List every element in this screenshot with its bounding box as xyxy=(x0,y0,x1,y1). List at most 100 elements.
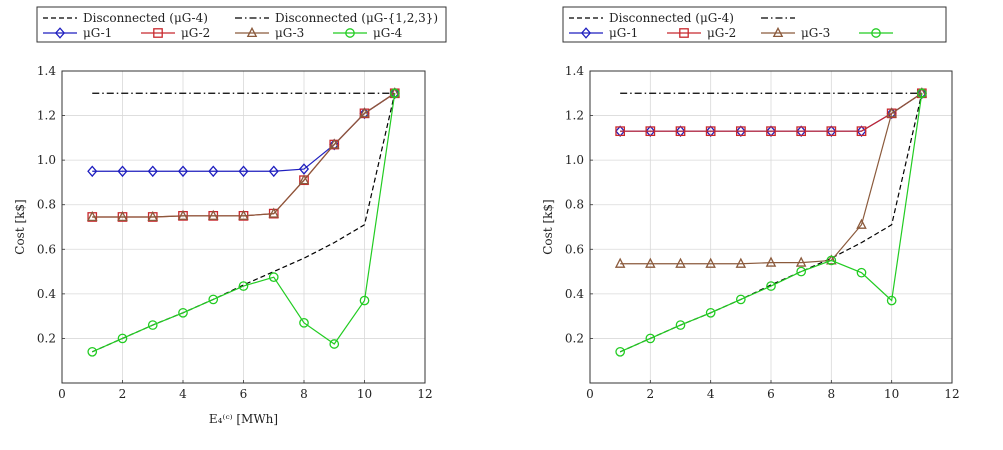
data-point-triangle xyxy=(177,209,189,220)
data-point-circle xyxy=(87,346,98,357)
data-point-circle xyxy=(766,281,776,291)
data-point-triangle xyxy=(826,254,837,265)
x-tick-label: 8 xyxy=(828,387,836,401)
series-5 xyxy=(86,87,401,222)
data-point-square xyxy=(645,126,656,137)
legend-label: μG-2 xyxy=(181,26,210,40)
legend-box xyxy=(36,6,447,43)
x-axis-label: E₄⁽ᶜ⁾ [MWh] xyxy=(209,412,278,426)
data-point-square xyxy=(856,126,867,137)
legend-marker-circle xyxy=(345,28,355,38)
data-point-circle xyxy=(178,307,188,318)
data-point-square xyxy=(826,126,837,137)
legend-label: Disconnected (μG-{1,2,3}) xyxy=(275,11,438,25)
y-axis-label: Cost [k$] xyxy=(13,199,27,254)
y-tick-label: 0.4 xyxy=(565,287,584,301)
data-point-triangle xyxy=(856,218,867,229)
data-point-triangle xyxy=(735,257,747,268)
data-point-circle xyxy=(268,272,279,282)
x-tick-label: 4 xyxy=(707,387,715,401)
series-5 xyxy=(614,87,928,268)
y-tick-label: 1.4 xyxy=(37,64,56,78)
data-point-diamond xyxy=(208,165,219,178)
y-tick-label: 1.0 xyxy=(565,153,584,167)
data-point-circle xyxy=(856,267,867,278)
x-tick-label: 6 xyxy=(767,387,775,401)
data-point-triangle xyxy=(268,207,280,218)
data-point-triangle xyxy=(645,257,656,268)
data-point-circle xyxy=(645,333,656,344)
series-6 xyxy=(615,88,927,357)
data-point-triangle xyxy=(207,209,219,220)
series-line xyxy=(92,92,396,218)
x-tick-label: 12 xyxy=(417,387,432,401)
data-point-circle xyxy=(238,281,249,291)
data-point-triangle xyxy=(117,210,128,222)
legend-box xyxy=(562,6,947,43)
data-point-diamond xyxy=(147,165,158,178)
series-line xyxy=(619,93,923,353)
series-line xyxy=(92,93,396,353)
legend-marker-triangle xyxy=(772,26,784,38)
y-axis-label: Cost [k$] xyxy=(541,199,555,254)
legend-entry: μG-4 xyxy=(333,26,403,40)
legend-label: μG-3 xyxy=(801,26,830,40)
data-point-triangle xyxy=(298,174,310,185)
x-tick-label: 10 xyxy=(357,387,372,401)
chart-1: 0 2 4 6 8 10 12 0.2 0.4 0.6 0.8 1.0 1.2 1.4 Cost [k$] E… xyxy=(13,6,447,426)
chart-2: 0 2 4 6 8 10 12 0.2 0.4 0.6 0.8 1.0 1.2 1.4 Cost [k$] D… xyxy=(541,6,960,401)
data-point-circle xyxy=(886,295,897,306)
legend-entry: Disconnected (μG-{1,2,3}) xyxy=(235,11,438,25)
legend-label: μG-1 xyxy=(83,26,112,40)
data-point-circle xyxy=(705,307,716,318)
legend-entry: μG-2 xyxy=(667,26,736,40)
data-point-triangle xyxy=(238,209,249,220)
legend-marker-diamond xyxy=(54,27,66,39)
data-point-triangle xyxy=(886,107,897,118)
x-tick-label: 2 xyxy=(647,387,655,401)
series-line xyxy=(620,92,923,132)
x-tick-label: 2 xyxy=(119,387,127,401)
data-point-circle xyxy=(735,294,746,305)
legend-marker-diamond xyxy=(580,27,592,39)
data-point-circle xyxy=(299,317,309,328)
legend: Disconnected (μG-4) Disconnected (μG-{1,2… xyxy=(36,6,447,43)
data-point-circle xyxy=(147,320,158,330)
y-tick-label: 1.4 xyxy=(565,64,584,78)
legend-marker-square xyxy=(153,28,163,38)
data-point-triangle xyxy=(705,257,716,268)
x-tick-label: 0 xyxy=(586,387,594,401)
data-point-circle xyxy=(675,320,686,330)
data-point-triangle xyxy=(765,256,777,267)
y-tick-label: 0.8 xyxy=(565,198,584,212)
legend-label: Disconnected (μG-4) xyxy=(83,11,208,25)
series-6 xyxy=(87,88,400,357)
data-point-diamond xyxy=(87,165,98,178)
x-tick-label: 6 xyxy=(240,387,248,401)
legend-entry: μG-3 xyxy=(761,26,830,40)
legend-label: μG-2 xyxy=(707,26,736,40)
x-tick-label: 4 xyxy=(179,387,187,401)
data-point-square xyxy=(766,126,776,137)
legend-marker-triangle xyxy=(246,26,258,38)
data-point-circle xyxy=(615,346,626,357)
legend-entry: μG-1 xyxy=(569,26,638,40)
legend-entry: μG-2 xyxy=(141,26,210,40)
legend-marker-square xyxy=(679,28,689,38)
data-point-triangle xyxy=(675,257,686,268)
y-tick-label: 0.6 xyxy=(565,242,584,256)
data-point-diamond xyxy=(177,165,189,178)
data-point-triangle xyxy=(795,256,807,267)
data-point-circle xyxy=(117,333,128,344)
legend-entry: μG-1 xyxy=(43,26,112,40)
data-point-triangle xyxy=(614,257,626,268)
data-point-circle xyxy=(389,88,400,99)
y-tick-label: 1.2 xyxy=(37,109,56,123)
legend-label: Disconnected (μG-4) xyxy=(609,11,734,25)
legend-entry: Disconnected (μG-4) xyxy=(43,11,208,25)
data-point-diamond xyxy=(298,163,310,175)
data-point-triangle xyxy=(147,210,159,222)
data-point-circle xyxy=(359,295,370,306)
data-point-circle xyxy=(916,88,927,99)
